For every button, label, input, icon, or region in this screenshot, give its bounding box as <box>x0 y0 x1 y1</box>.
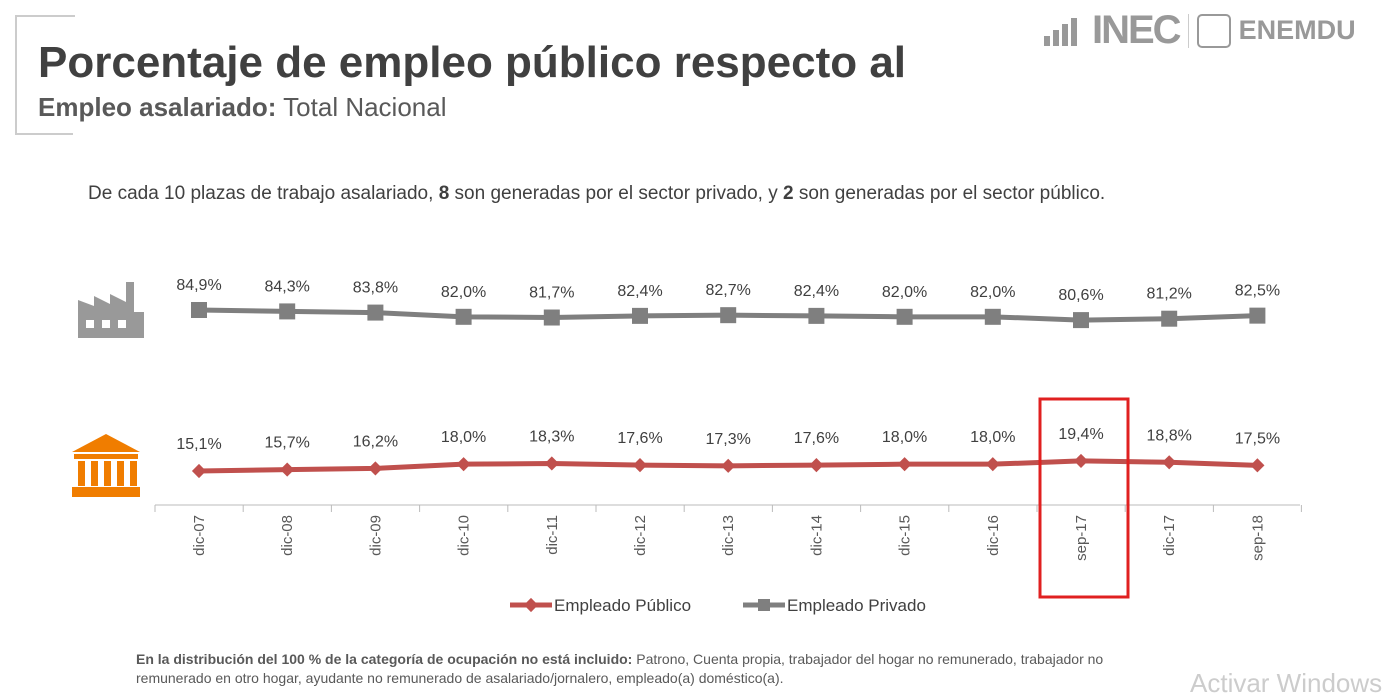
chart-description: De cada 10 plazas de trabajo asalariado,… <box>88 183 1106 204</box>
data-label: 18,0% <box>882 429 927 446</box>
x-tick-label: sep-18 <box>1249 515 1266 561</box>
data-point <box>280 462 295 477</box>
data-point <box>896 308 913 325</box>
data-label: 84,9% <box>176 277 221 294</box>
enemdu-logo-text: ENEMDU <box>1238 15 1356 45</box>
data-point <box>543 309 560 326</box>
data-point <box>808 307 825 324</box>
subtitle-rest: Total Nacional <box>276 92 447 122</box>
data-point <box>1162 455 1177 470</box>
data-label: 82,5% <box>1235 283 1280 300</box>
data-label: 82,4% <box>794 283 839 300</box>
subtitle-bold: Empleo asalariado: <box>38 92 277 122</box>
chart: dic-07 dic-08 dic-09 dic-10 dic-11 dic-12 dic-… <box>72 277 1302 615</box>
data-point <box>368 461 383 476</box>
factory-icon <box>78 282 144 338</box>
data-point <box>985 457 1000 472</box>
x-tick-label: dic-09 <box>367 515 384 556</box>
x-tick-label: sep-17 <box>1073 515 1090 561</box>
windows-activation-watermark: Activar Windows <box>1190 668 1383 698</box>
footnote: En la distribución del 100 % de la categ… <box>136 651 1104 686</box>
data-label: 82,0% <box>441 284 486 301</box>
signal-bars-icon <box>1044 17 1077 46</box>
data-point <box>632 307 648 324</box>
data-label: 18,8% <box>1147 427 1192 444</box>
x-tick-label: dic-17 <box>1161 515 1178 556</box>
data-point <box>1249 307 1266 324</box>
data-label: 17,3% <box>706 431 751 448</box>
data-point <box>1161 310 1178 327</box>
data-label: 81,7% <box>529 285 574 302</box>
logo: INEC ENEMDU <box>1044 8 1356 53</box>
page-subtitle: Empleo asalariado: Total Nacional <box>38 92 447 123</box>
legend-label-privado: Empleado Privado <box>787 596 926 615</box>
x-tick-label: dic-12 <box>632 515 649 556</box>
x-tick-label: dic-08 <box>279 515 296 556</box>
x-tick-label: dic-16 <box>985 515 1002 556</box>
government-building-icon <box>72 434 140 497</box>
data-point <box>191 302 207 318</box>
data-label: 83,8% <box>353 280 398 297</box>
data-label: 17,6% <box>794 430 839 447</box>
data-label: 18,0% <box>970 429 1015 446</box>
data-point <box>1250 458 1265 473</box>
survey-icon <box>1196 13 1231 48</box>
highlight-box <box>1038 397 1130 599</box>
x-tick-label: dic-10 <box>456 515 473 556</box>
data-label: 82,4% <box>617 283 662 300</box>
x-tick-label: dic-11 <box>544 515 561 555</box>
data-label: 82,0% <box>882 284 927 301</box>
data-point <box>721 458 736 473</box>
data-point <box>897 457 912 472</box>
data-label: 84,3% <box>265 278 310 295</box>
data-point <box>456 457 471 472</box>
data-point <box>1073 312 1089 329</box>
x-tick-label: dic-15 <box>897 515 914 556</box>
data-point <box>544 456 559 471</box>
data-label: 19,4% <box>1058 426 1103 443</box>
decorative-frame <box>15 15 75 135</box>
logo-divider <box>1187 13 1189 48</box>
data-label: 16,2% <box>353 433 398 450</box>
data-label: 81,2% <box>1147 286 1192 303</box>
data-point <box>1073 453 1089 468</box>
legend-label-publico: Empleado Público <box>554 596 691 615</box>
data-point <box>632 458 648 473</box>
data-point <box>809 458 824 473</box>
data-label: 82,0% <box>970 284 1015 301</box>
data-label: 15,7% <box>265 435 310 452</box>
page-title: Porcentaje de empleo público respecto al <box>38 38 907 87</box>
data-label: 17,5% <box>1235 430 1280 447</box>
x-tick-label: dic-07 <box>191 515 208 556</box>
decorative-frame-line <box>15 133 73 135</box>
data-point <box>455 308 472 325</box>
legend: Empleado Público Empleado Privado <box>510 596 926 615</box>
inec-logo-text: INEC <box>1092 8 1182 52</box>
data-point <box>984 308 1001 325</box>
data-point <box>720 307 737 324</box>
x-tick-label: dic-14 <box>808 515 825 556</box>
data-label: 82,7% <box>706 282 751 299</box>
data-point <box>367 304 384 321</box>
data-label: 17,6% <box>617 430 662 447</box>
x-tick-label: dic-13 <box>720 515 737 556</box>
data-point <box>191 463 207 479</box>
data-label: 80,6% <box>1058 287 1103 304</box>
data-label: 15,1% <box>176 436 221 453</box>
data-label: 18,3% <box>529 428 574 445</box>
data-point <box>279 303 296 320</box>
data-label: 18,0% <box>441 429 486 446</box>
